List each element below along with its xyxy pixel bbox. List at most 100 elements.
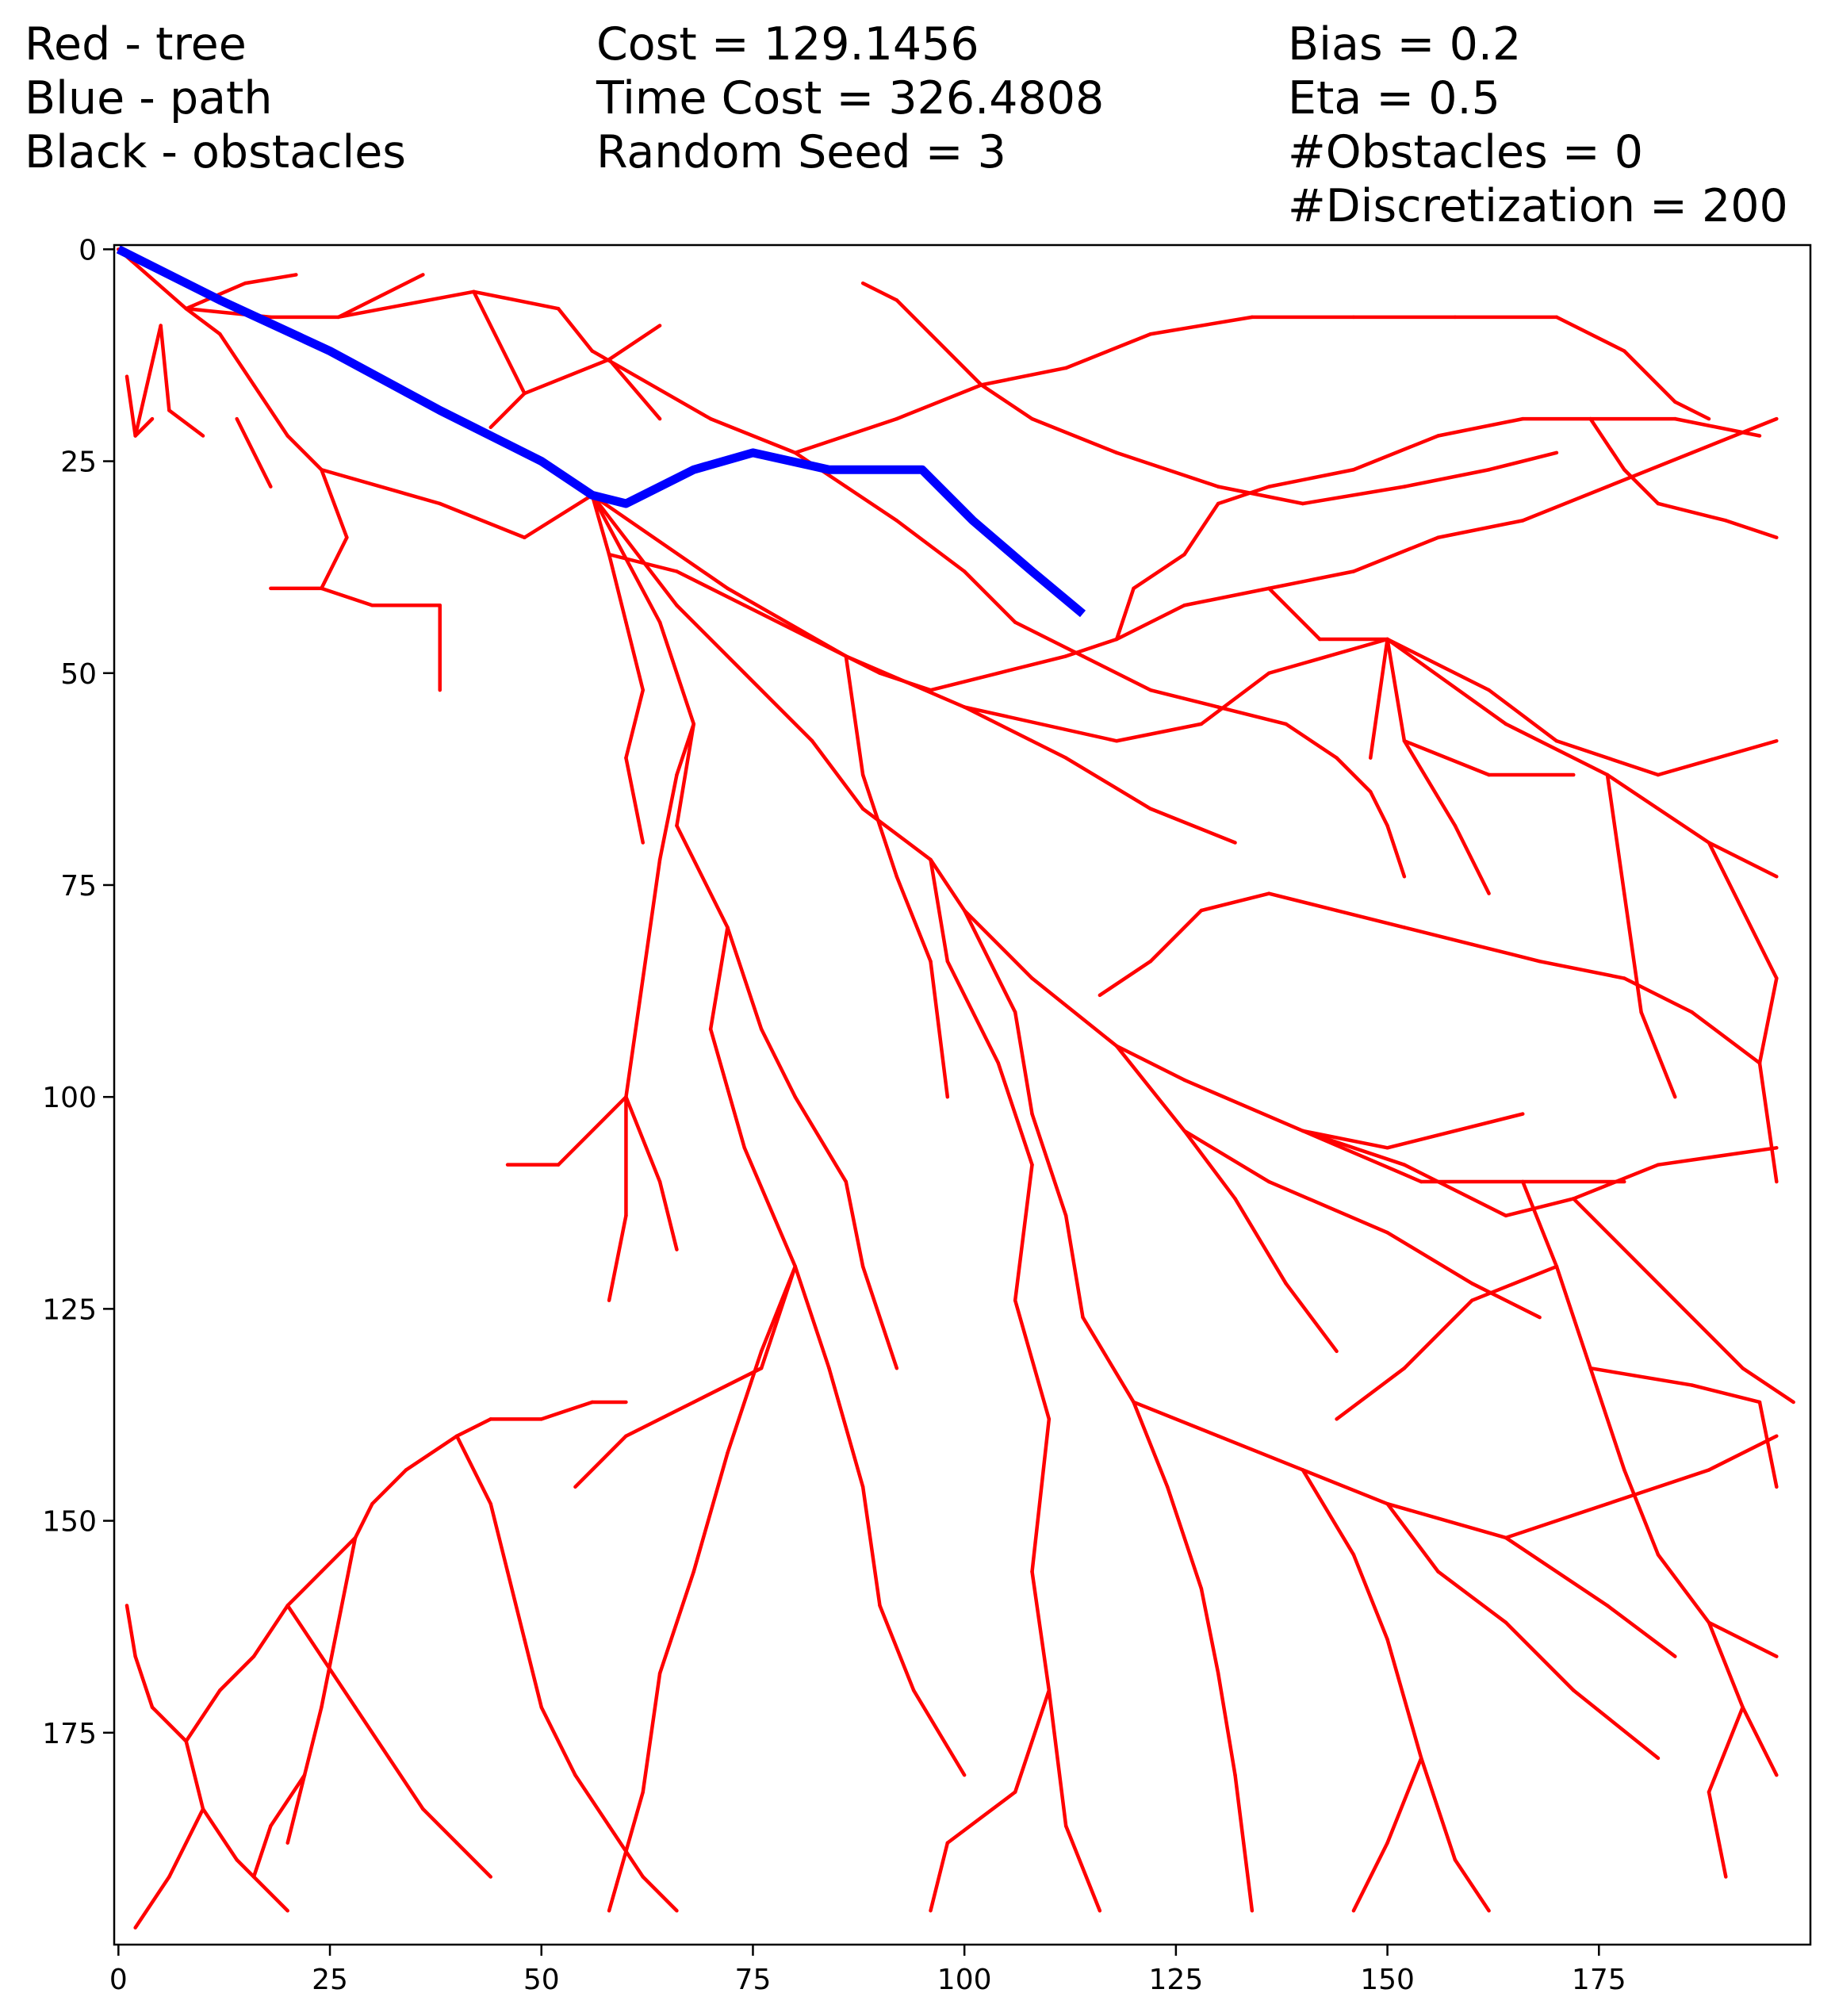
tree-edge xyxy=(1148,688,1220,709)
tree-edge xyxy=(1470,1282,1542,1320)
tree-edge xyxy=(1385,637,1508,726)
tree-edge xyxy=(895,298,933,336)
discretization-label: #Discretization = 200 xyxy=(1288,180,1788,232)
y-tick-label: 150 xyxy=(42,1506,97,1539)
tree-edge xyxy=(454,1434,492,1506)
tree-edge xyxy=(184,1688,222,1743)
x-tick-label: 25 xyxy=(312,1964,348,1996)
tree-edge xyxy=(320,535,349,591)
tree-edge xyxy=(1656,1553,1711,1625)
tree-edge xyxy=(1453,823,1491,895)
tree-edge xyxy=(742,604,814,642)
tree-edge xyxy=(742,1146,798,1269)
tree-edge xyxy=(1199,1586,1220,1676)
tree-edge xyxy=(1385,1230,1474,1286)
tree-edge xyxy=(641,1875,679,1913)
tree-edge xyxy=(1063,1824,1102,1913)
tree-edge xyxy=(1216,485,1271,506)
tree-edge xyxy=(1114,1044,1186,1083)
tree-edge xyxy=(1470,942,1542,964)
tree-edge xyxy=(1182,1129,1237,1201)
tree-edge xyxy=(370,1468,408,1506)
tree-edge xyxy=(1402,1298,1474,1370)
tree-edge xyxy=(1504,1620,1576,1692)
tree-edge xyxy=(1114,722,1204,743)
tree-edge xyxy=(675,722,696,828)
tree-edge xyxy=(488,1501,510,1573)
tree-edge xyxy=(1385,637,1491,692)
tree-edge xyxy=(1216,1434,1305,1472)
tree-edge xyxy=(1419,1756,1458,1862)
y-tick-label: 25 xyxy=(60,447,97,479)
tree-edge xyxy=(1266,637,1389,676)
tree-edge xyxy=(1724,519,1779,539)
tree-edge xyxy=(1504,1535,1610,1608)
tree-edge xyxy=(1656,501,1728,523)
tree-edge xyxy=(1690,1383,1762,1405)
tree-edge xyxy=(302,1705,324,1777)
tree-edge xyxy=(125,374,137,438)
tree-edge xyxy=(133,1875,171,1930)
tree-edge xyxy=(793,1264,831,1370)
tree-edge xyxy=(387,1756,425,1811)
tree-edge xyxy=(1013,620,1085,658)
tree-edge xyxy=(218,1654,256,1692)
tree-edge xyxy=(353,1501,374,1540)
tree-edge xyxy=(1114,450,1220,489)
tree-edge xyxy=(1622,976,1694,1014)
tree-edge xyxy=(1707,841,1779,980)
y-tick-label: 75 xyxy=(60,870,97,903)
tree-edge xyxy=(742,671,814,743)
tree-edge xyxy=(1216,485,1305,506)
tree-edge xyxy=(1182,1129,1271,1184)
tree-edge xyxy=(1402,1163,1508,1218)
tree-edge xyxy=(641,857,662,980)
tree-edge xyxy=(641,1671,662,1794)
tree-edge xyxy=(1487,688,1559,743)
tree-edge xyxy=(1335,908,1407,929)
axes-frame xyxy=(113,243,1812,1946)
tree-edge xyxy=(929,959,950,1099)
legend-obstacles-label: Black - obstacles xyxy=(25,126,406,178)
tree-edge xyxy=(1030,1112,1068,1218)
tree-edge xyxy=(607,552,628,624)
x-tick-label: 175 xyxy=(1572,1964,1626,1996)
tree-edge xyxy=(1622,891,1643,1014)
legend-text-block: Red - tree Blue - path Black - obstacles xyxy=(25,17,406,179)
tree-edge xyxy=(539,1705,577,1777)
tree-edge xyxy=(1216,1671,1237,1777)
tree-edge xyxy=(929,332,983,387)
tree-edge xyxy=(1301,1468,1356,1557)
tree-edge xyxy=(167,1807,205,1879)
tree-edge xyxy=(1757,976,1779,1065)
tree-edge xyxy=(285,1604,324,1658)
tree-edge xyxy=(1757,1400,1779,1489)
tree-edge xyxy=(929,671,1001,692)
tree-edge xyxy=(1588,416,1626,472)
tree-edge xyxy=(895,383,983,421)
tree-edge xyxy=(691,1451,730,1573)
tree-edge xyxy=(1182,1078,1305,1133)
tree-edge xyxy=(1114,586,1136,642)
tree-edge xyxy=(1114,1044,1186,1133)
tree-edge xyxy=(235,416,273,489)
tree-edge xyxy=(1707,1790,1728,1879)
tree-edge xyxy=(793,1094,849,1184)
tree-edge xyxy=(159,324,171,412)
x-tick-label: 75 xyxy=(735,1964,772,1996)
y-tick-label: 125 xyxy=(42,1294,97,1326)
tree-edge xyxy=(235,1857,289,1913)
obstacles-count-label: #Obstacles = 0 xyxy=(1288,126,1643,178)
tree-edge xyxy=(1216,705,1288,726)
tree-edge xyxy=(624,688,646,760)
tree-edge xyxy=(607,1824,646,1879)
path-layer xyxy=(116,245,1086,618)
tree-edge xyxy=(657,1569,696,1676)
tree-edge xyxy=(929,857,967,913)
tree-edge xyxy=(844,654,865,777)
tree-edge xyxy=(1351,434,1440,472)
tree-edge xyxy=(607,552,679,573)
tree-edge xyxy=(1656,1146,1779,1167)
tree-edge xyxy=(150,1705,188,1743)
